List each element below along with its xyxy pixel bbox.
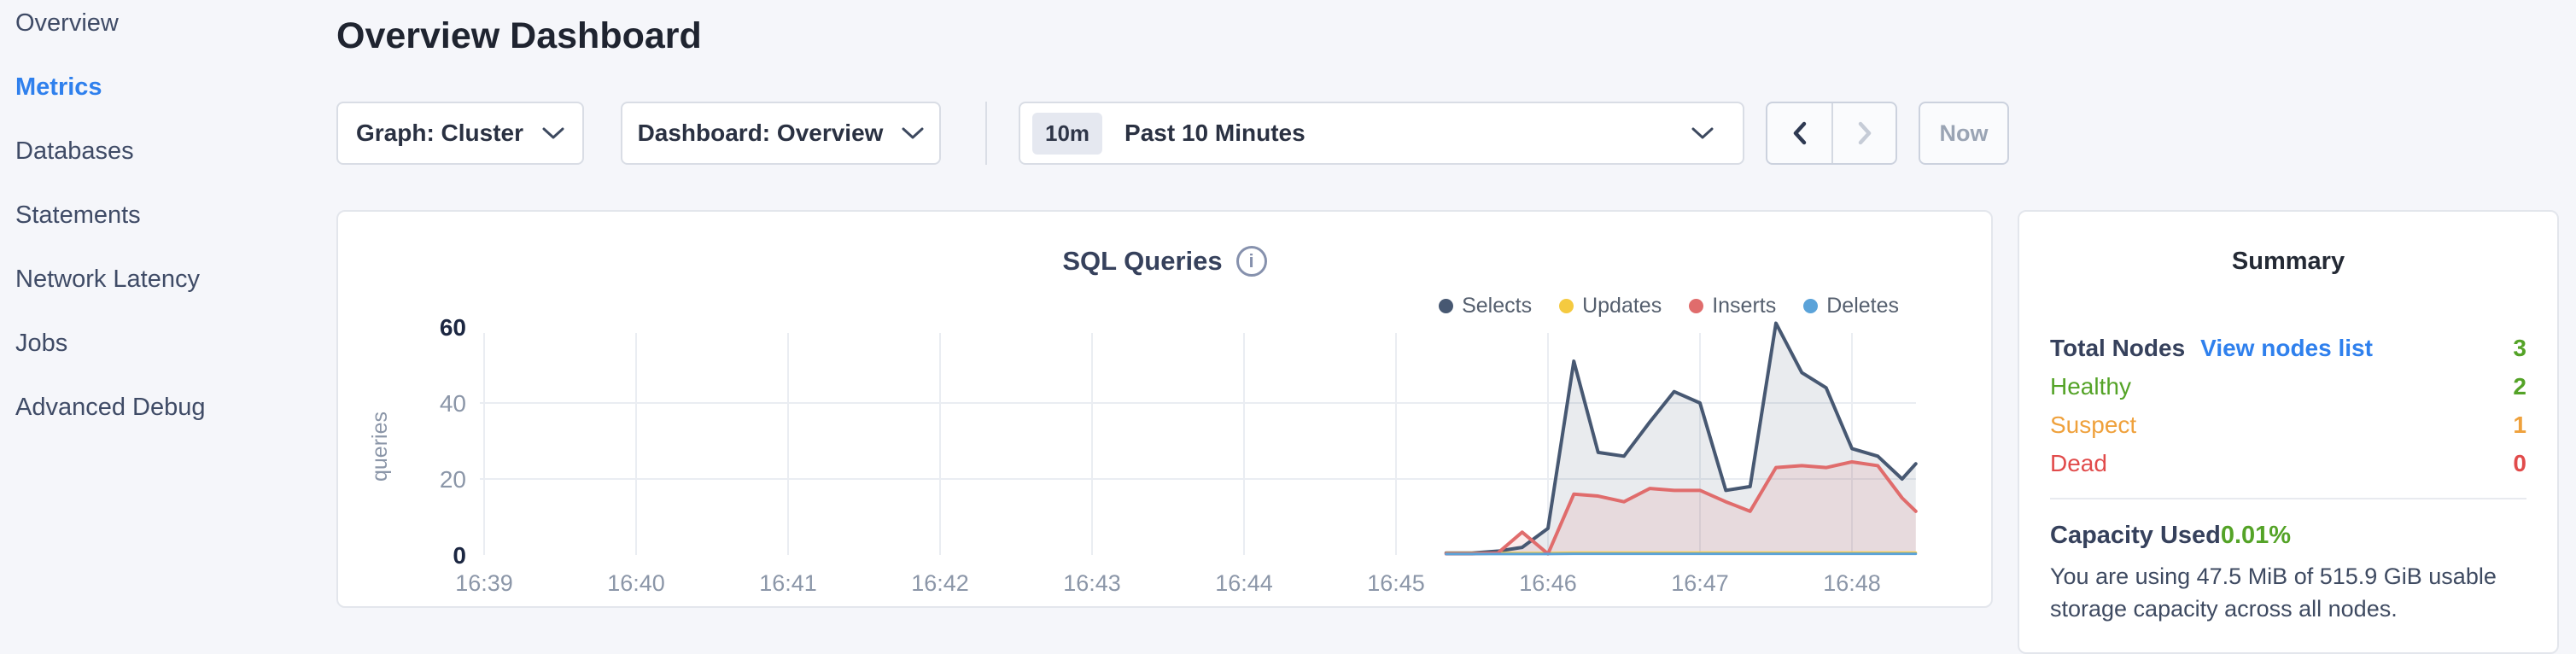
y-axis-tick: 20 [440, 466, 466, 493]
total-nodes-row: Total Nodes View nodes list 3 [2050, 329, 2526, 367]
x-axis-tick: 16:42 [911, 570, 969, 596]
summary-divider [2050, 498, 2526, 499]
y-axis-tick: 40 [440, 390, 466, 417]
graph-dropdown-label: Graph: Cluster [356, 120, 523, 147]
node-status-rows: Total Nodes View nodes list 3 Healthy 2 … [2050, 329, 2526, 482]
time-step-buttons [1766, 102, 1897, 165]
suspect-label: Suspect [2050, 412, 2136, 439]
chevron-right-icon [1855, 120, 1875, 146]
sidebar-item-statements[interactable]: Statements [15, 184, 333, 248]
prev-time-button[interactable] [1767, 103, 1831, 163]
dashboard-dropdown-label: Dashboard: Overview [638, 120, 884, 147]
dead-label: Dead [2050, 450, 2107, 477]
x-axis-tick: 16:48 [1823, 570, 1881, 596]
capacity-value: 0.01% [2221, 522, 2291, 550]
sql-queries-chart[interactable]: 0 20 40 60 queries 16:39 16:40 16:41 16:42 16:43 1… [338, 212, 1991, 604]
summary-title: Summary [2050, 248, 2526, 276]
now-button[interactable]: Now [1919, 102, 2009, 165]
dead-row: Dead 0 [2050, 444, 2526, 482]
suspect-value: 1 [2513, 412, 2526, 439]
y-axis-label: queries [368, 412, 392, 482]
capacity-row: Capacity Used 0.01% [2050, 517, 2526, 555]
time-window-badge: 10m [1032, 113, 1102, 155]
sidebar-item-network-latency[interactable]: Network Latency [15, 248, 333, 312]
x-axis-tick: 16:39 [455, 570, 513, 596]
sidebar-item-jobs[interactable]: Jobs [15, 312, 333, 376]
page-title: Overview Dashboard [336, 15, 702, 57]
capacity-description: You are using 47.5 MiB of 515.9 GiB usab… [2050, 560, 2526, 625]
chevron-left-icon [1790, 120, 1810, 146]
sidebar: Overview Metrics Databases Statements Ne… [0, 0, 333, 623]
graph-dropdown[interactable]: Graph: Cluster [336, 102, 584, 165]
x-axis-tick: 16:45 [1367, 570, 1425, 596]
sidebar-item-advanced-debug[interactable]: Advanced Debug [15, 376, 333, 440]
x-axis-tick: 16:41 [759, 570, 817, 596]
capacity-label: Capacity Used [2050, 522, 2221, 550]
next-time-button[interactable] [1831, 103, 1895, 163]
summary-panel: Summary Total Nodes View nodes list 3 He… [2018, 210, 2559, 654]
y-axis-tick: 0 [453, 542, 466, 569]
healthy-row: Healthy 2 [2050, 367, 2526, 406]
time-window-label: Past 10 Minutes [1124, 120, 1691, 147]
sidebar-item-metrics[interactable]: Metrics [15, 55, 333, 120]
dashboard-dropdown[interactable]: Dashboard: Overview [621, 102, 941, 165]
sidebar-item-databases[interactable]: Databases [15, 120, 333, 184]
chevron-down-icon [542, 126, 564, 140]
suspect-row: Suspect 1 [2050, 406, 2526, 444]
healthy-value: 2 [2513, 373, 2526, 400]
x-axis-tick: 16:46 [1519, 570, 1577, 596]
chevron-down-icon [902, 126, 924, 140]
view-nodes-list-link[interactable]: View nodes list [2200, 335, 2373, 362]
x-axis-tick: 16:44 [1215, 570, 1273, 596]
total-nodes-label: Total Nodes [2050, 335, 2185, 362]
x-axis-tick: 16:47 [1671, 570, 1729, 596]
controls-divider [985, 102, 987, 165]
now-button-label: Now [1940, 120, 1989, 147]
time-window-selector[interactable]: 10m Past 10 Minutes [1019, 102, 1744, 165]
controls-row: Graph: Cluster Dashboard: Overview 10m P… [336, 102, 2556, 165]
x-axis-tick: 16:43 [1063, 570, 1121, 596]
y-axis-tick: 60 [440, 314, 466, 341]
dead-value: 0 [2513, 450, 2526, 477]
sidebar-item-overview[interactable]: Overview [15, 0, 333, 55]
total-nodes-value: 3 [2513, 335, 2526, 362]
x-axis-tick: 16:40 [607, 570, 665, 596]
healthy-label: Healthy [2050, 373, 2131, 400]
chevron-down-icon [1691, 126, 1714, 140]
